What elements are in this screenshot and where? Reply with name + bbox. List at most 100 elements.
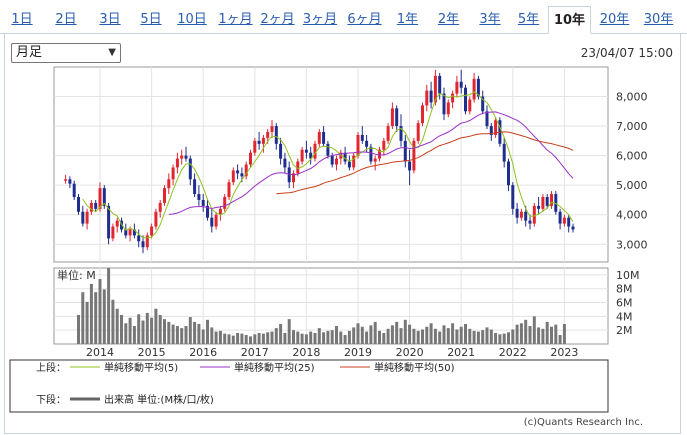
candle-body [373,158,377,162]
tab-14[interactable]: 20年 [599,12,630,27]
volume-bar [537,327,541,344]
year-tick-label: 2017 [241,346,269,359]
volume-tick-label: 6M [616,297,633,310]
volume-bar [120,314,123,344]
candle-body [214,214,218,227]
candle-body [481,96,485,112]
volume-bar [494,332,498,344]
tab-5[interactable]: 1ヶ月 [218,12,253,27]
candle-body [304,149,308,153]
tab-11[interactable]: 3年 [479,12,501,27]
volume-bar [132,326,136,344]
volume-bar [356,323,360,344]
candle-body [218,208,222,215]
volume-bar [296,331,300,344]
candle-body [309,152,313,159]
year-tick-label: 2023 [550,346,578,359]
tab-0[interactable]: 1日 [11,12,33,27]
candle-body [94,202,98,209]
volume-bar [464,323,467,344]
candle-body [313,143,317,159]
volume-bar [98,279,102,344]
volume-bar [180,328,184,344]
period-select[interactable]: 月足 ▼ [11,43,121,63]
volume-bar [85,301,89,344]
volume-bar [287,319,291,344]
candle-body [369,146,373,162]
candle-body [395,108,399,127]
candle-body [571,226,575,230]
volume-bar [150,317,154,344]
volume-bar [137,314,141,344]
candle-body [326,143,330,156]
candle-body [81,211,85,224]
volume-bar [154,308,158,344]
volume-bar [107,268,111,344]
candle-body [107,205,111,239]
candle-body [158,202,162,212]
volume-bar [158,314,162,344]
volume-bar [89,283,93,344]
candle-body [141,241,145,248]
year-tick-label: 2020 [396,346,424,359]
candle-body [515,208,519,218]
candle-body [360,134,364,141]
tab-8[interactable]: 6ヶ月 [347,12,382,27]
candle-body [296,161,300,174]
volume-bar [231,335,235,344]
tab-10[interactable]: 2年 [437,12,460,27]
ma5-line [82,91,574,239]
volume-bar [201,329,205,344]
volume-bar [352,327,356,344]
volume-bar [399,328,403,344]
volume-bar [227,334,231,344]
candle-body [124,229,128,236]
candle-body [550,194,553,206]
candle-body [236,170,240,174]
volume-bar [94,292,98,344]
volume-bar [339,331,343,344]
candle-body [188,158,192,180]
tab-3[interactable]: 5日 [140,12,162,27]
candle-body [386,126,390,141]
candle-body [240,173,244,177]
volume-bar [425,326,429,344]
volume-bar [171,324,175,344]
candle-body [416,123,420,141]
volume-bar [335,326,338,344]
tab-1[interactable]: 2日 [55,12,77,27]
candle-body [347,161,351,168]
volume-bar [541,328,545,344]
volume-bar [472,330,476,344]
candle-body [244,164,248,177]
tab-6[interactable]: 2ヶ月 [260,12,295,27]
candle-body [528,220,532,224]
tab-12[interactable]: 5年 [517,12,540,27]
candle-body [175,158,179,168]
candle-body [446,102,450,115]
volume-bar [451,323,455,344]
candle-body [266,132,270,138]
tab-15[interactable]: 30年 [643,12,674,27]
volume-bar [446,328,450,344]
candle-body [494,120,498,135]
volume-bar [214,331,218,344]
volume-bar [412,328,416,344]
tab-9[interactable]: 1年 [396,12,419,27]
legend-item-label: 単純移動平均(5) [104,361,178,374]
price-tick-label: 3,000 [616,238,648,251]
tab-13[interactable]: 10年 [548,6,591,34]
year-tick-label: 2018 [292,346,320,359]
tab-4[interactable]: 10日 [177,12,207,27]
candle-body [154,211,158,227]
tab-7[interactable]: 3ヶ月 [302,12,338,27]
volume-bar [562,323,566,344]
volume-bar [313,332,317,344]
candle-body [399,126,403,141]
volume-bar [317,328,321,344]
tab-2[interactable]: 3日 [99,12,121,27]
candle-body [283,158,287,168]
volume-bar [261,333,265,344]
candle-body [193,179,197,195]
